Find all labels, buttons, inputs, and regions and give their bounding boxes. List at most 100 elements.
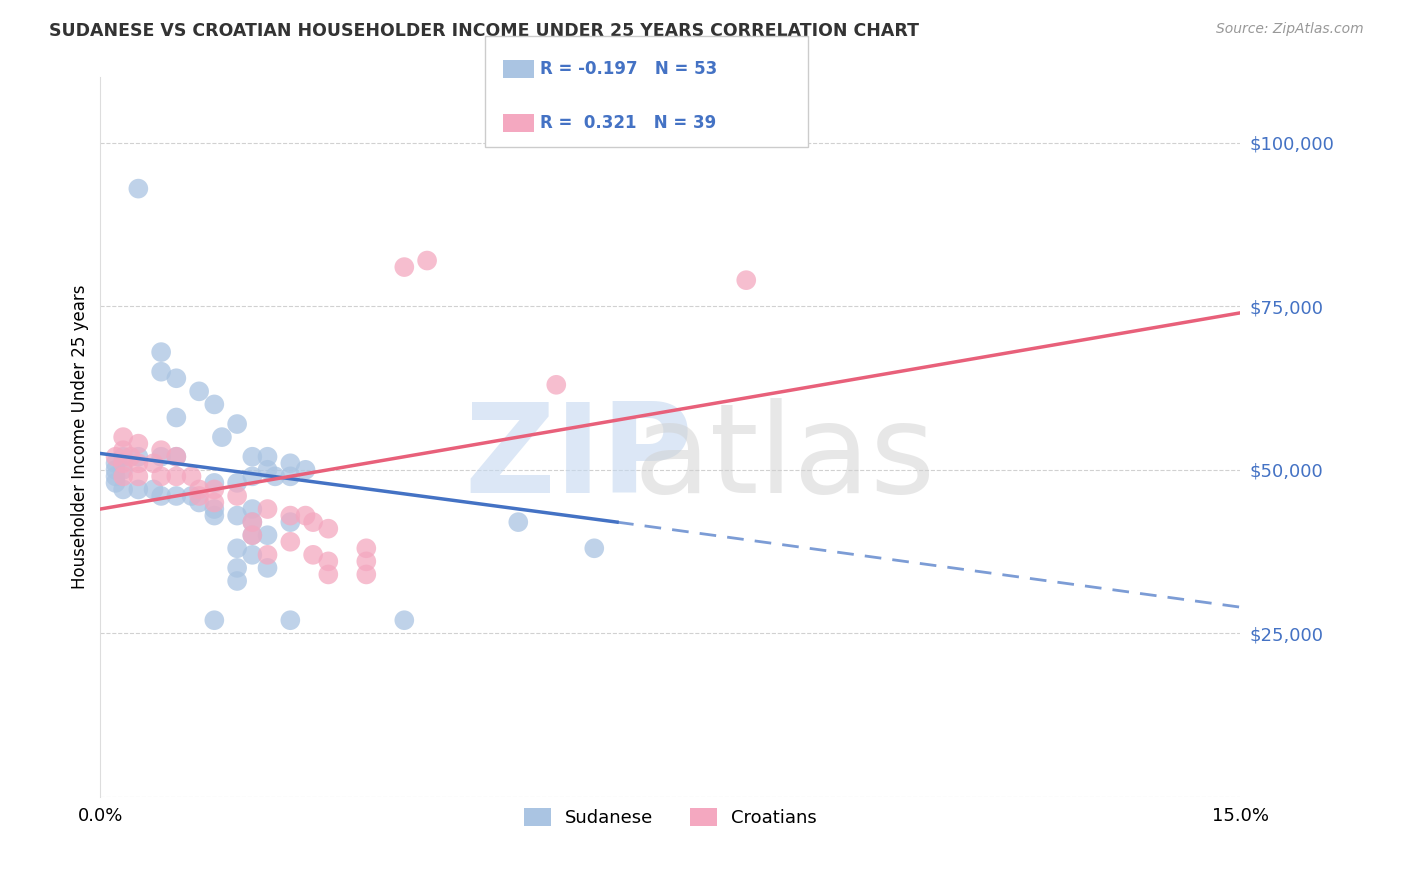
Point — [120, 450, 142, 464]
Point — [356, 567, 378, 582]
Point — [294, 463, 316, 477]
Point — [278, 456, 301, 470]
Point — [226, 489, 249, 503]
Point — [112, 430, 135, 444]
Point — [278, 515, 301, 529]
Point — [127, 436, 149, 450]
Point — [165, 410, 187, 425]
Point — [256, 463, 278, 477]
Point — [150, 365, 173, 379]
Point — [142, 483, 165, 497]
Point — [226, 475, 249, 490]
Point — [127, 483, 149, 497]
Point — [240, 528, 263, 542]
Text: ZIP: ZIP — [465, 398, 693, 519]
Text: R =  0.321   N = 39: R = 0.321 N = 39 — [540, 114, 716, 132]
Point — [240, 502, 263, 516]
Point — [180, 489, 202, 503]
Point — [104, 463, 127, 477]
Point — [256, 528, 278, 542]
Point — [127, 450, 149, 464]
Point — [278, 469, 301, 483]
Point — [150, 489, 173, 503]
Point — [112, 443, 135, 458]
Text: SUDANESE VS CROATIAN HOUSEHOLDER INCOME UNDER 25 YEARS CORRELATION CHART: SUDANESE VS CROATIAN HOUSEHOLDER INCOME … — [49, 22, 920, 40]
Point — [226, 417, 249, 431]
Point — [278, 613, 301, 627]
Point — [150, 469, 173, 483]
Point — [278, 534, 301, 549]
Point — [180, 469, 202, 483]
Point — [202, 613, 225, 627]
Point — [735, 273, 758, 287]
Point — [202, 502, 225, 516]
Point — [356, 554, 378, 568]
Point — [416, 253, 439, 268]
Point — [165, 450, 187, 464]
Point — [188, 384, 211, 399]
Point — [165, 371, 187, 385]
Point — [240, 515, 263, 529]
Point — [294, 508, 316, 523]
Point — [318, 554, 340, 568]
Point — [240, 548, 263, 562]
Point — [165, 469, 187, 483]
Point — [188, 483, 211, 497]
Point — [127, 456, 149, 470]
Point — [240, 469, 263, 483]
Point — [546, 377, 568, 392]
Point — [508, 515, 530, 529]
Point — [256, 548, 278, 562]
Point — [150, 443, 173, 458]
Y-axis label: Householder Income Under 25 years: Householder Income Under 25 years — [72, 285, 89, 590]
Point — [112, 450, 135, 464]
Point — [112, 469, 135, 483]
Point — [165, 450, 187, 464]
Point — [127, 181, 149, 195]
Point — [256, 502, 278, 516]
Point — [112, 483, 135, 497]
Point — [202, 495, 225, 509]
Text: Source: ZipAtlas.com: Source: ZipAtlas.com — [1216, 22, 1364, 37]
Point — [256, 450, 278, 464]
Point — [202, 397, 225, 411]
Point — [226, 561, 249, 575]
Legend: Sudanese, Croatians: Sudanese, Croatians — [516, 801, 824, 835]
Point — [202, 483, 225, 497]
Text: atlas: atlas — [633, 398, 935, 519]
Point — [302, 548, 325, 562]
Point — [127, 469, 149, 483]
Point — [394, 260, 416, 274]
Point — [240, 528, 263, 542]
Point — [202, 475, 225, 490]
Point — [112, 456, 135, 470]
Point — [165, 489, 187, 503]
Point — [256, 561, 278, 575]
Point — [394, 613, 416, 627]
Point — [104, 475, 127, 490]
Point — [583, 541, 606, 556]
Point — [226, 541, 249, 556]
Point — [356, 541, 378, 556]
Point — [226, 508, 249, 523]
Point — [318, 522, 340, 536]
Point — [150, 450, 173, 464]
Point — [211, 430, 233, 444]
Point — [188, 495, 211, 509]
Text: R = -0.197   N = 53: R = -0.197 N = 53 — [540, 60, 717, 78]
Point — [226, 574, 249, 588]
Point — [318, 567, 340, 582]
Point — [202, 508, 225, 523]
Point — [150, 345, 173, 359]
Point — [240, 450, 263, 464]
Point — [142, 456, 165, 470]
Point — [104, 456, 127, 470]
Point — [112, 463, 135, 477]
Point — [104, 469, 127, 483]
Point — [302, 515, 325, 529]
Point — [188, 489, 211, 503]
Point — [104, 450, 127, 464]
Point — [240, 515, 263, 529]
Point — [264, 469, 287, 483]
Point — [278, 508, 301, 523]
